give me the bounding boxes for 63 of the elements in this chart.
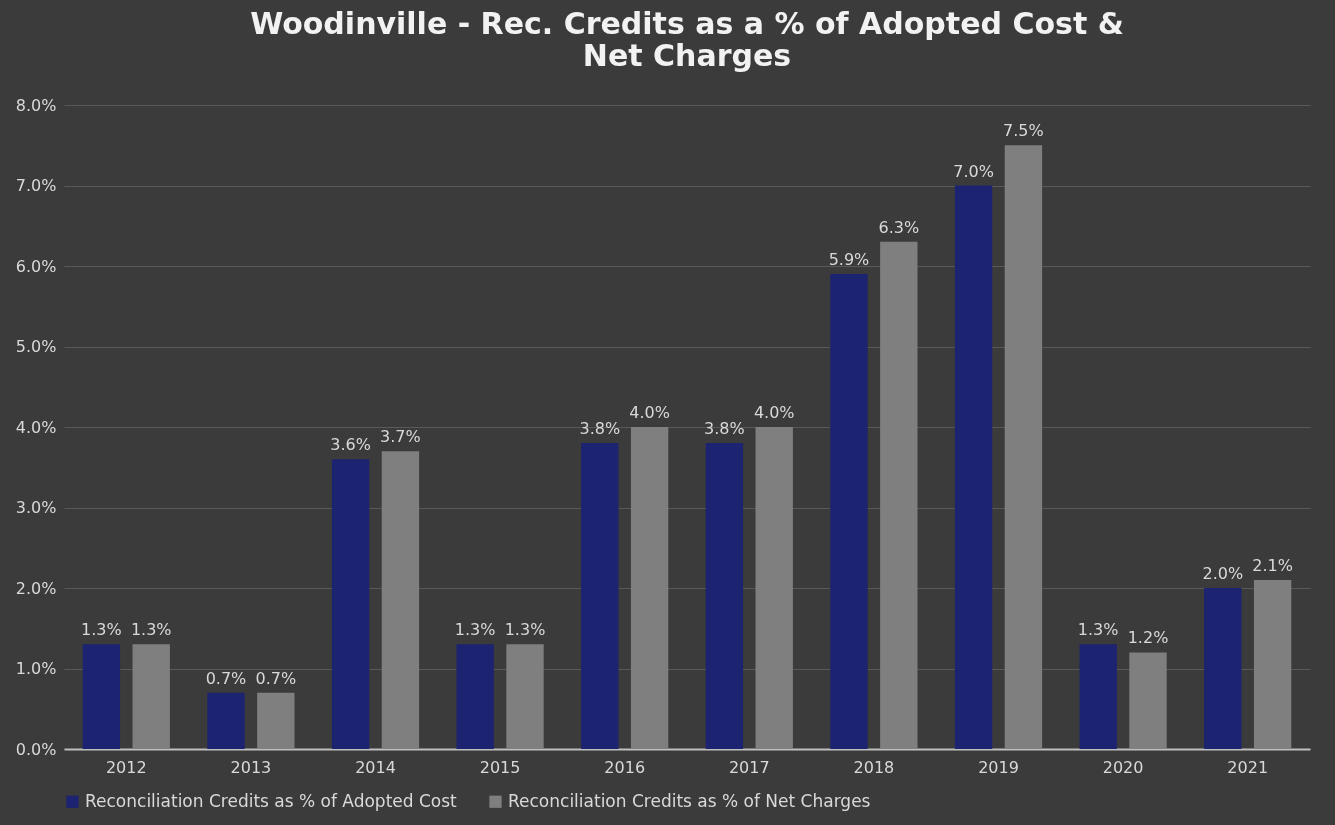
bar [1079,644,1117,749]
x-tick-label: 2020 [1102,757,1144,777]
bar [381,451,420,749]
bar [1253,579,1292,749]
bar [705,443,744,749]
data-label: 7.5% [1003,121,1044,141]
bar [755,427,793,749]
data-label: 0.7% [255,668,297,688]
legend-label: Reconciliation Credits as % of Net Charges [508,790,871,811]
bar [630,427,669,749]
data-label: 1.3% [454,620,496,640]
data-label: 1.3% [130,620,172,640]
x-tick-label: 2014 [355,757,396,777]
data-label: 4.0% [629,403,670,422]
data-label: 6.3% [878,217,920,237]
y-tick-label: 3.0% [15,498,57,517]
text: Net Charges [582,38,792,73]
bar [207,692,245,749]
data-label: 0.7% [205,668,247,688]
bar [456,644,494,749]
x-tick-label: 2015 [479,757,521,777]
data-label: 1.3% [1077,620,1119,640]
bar [1129,652,1167,749]
y-tick-label: 6.0% [15,256,57,276]
data-label: 1.2% [1127,628,1169,648]
data-label: 4.0% [753,403,795,422]
data-label: 2.0% [1202,564,1244,583]
x-tick-label: 2017 [728,757,770,777]
bar [506,644,544,749]
bar [257,692,295,749]
x-tick-label: 2018 [853,757,895,777]
data-label: 2.1% [1252,555,1293,575]
x-tick-label: 2016 [604,757,646,777]
bar [1004,145,1043,749]
text: Woodinville - Rec. Credits as a % of Adopted Cost & [250,6,1124,41]
y-tick-label: 7.0% [15,176,57,195]
x-tick-label: 2013 [230,757,272,777]
data-label: 3.6% [330,435,371,455]
y-tick-label: 2.0% [15,578,57,598]
legend-label: Reconciliation Credits as % of Adopted Cost [85,790,458,811]
y-tick-label: 8.0% [15,95,57,115]
data-label: 5.9% [828,250,870,270]
y-tick-label: 1.0% [15,659,57,678]
bar [581,443,619,749]
x-tick-label: 2012 [105,757,147,777]
bar [82,644,121,749]
bar [1204,588,1242,749]
y-tick-label: 0.0% [15,739,57,759]
data-label: 7.0% [953,161,994,181]
y-tick-label: 5.0% [15,337,57,356]
data-label: 3.7% [380,427,421,447]
data-label: 1.3% [81,620,122,640]
x-tick-label: 2021 [1227,757,1269,777]
bar [954,185,993,749]
x-tick-label: 2019 [978,757,1019,777]
y-tick-label: 4.0% [15,417,57,437]
data-label: 3.8% [704,419,745,439]
bar [331,459,370,749]
bar [880,241,918,749]
bar [132,644,170,749]
bar [830,274,868,749]
data-label: 3.8% [579,419,621,439]
data-label: 1.3% [504,620,546,640]
